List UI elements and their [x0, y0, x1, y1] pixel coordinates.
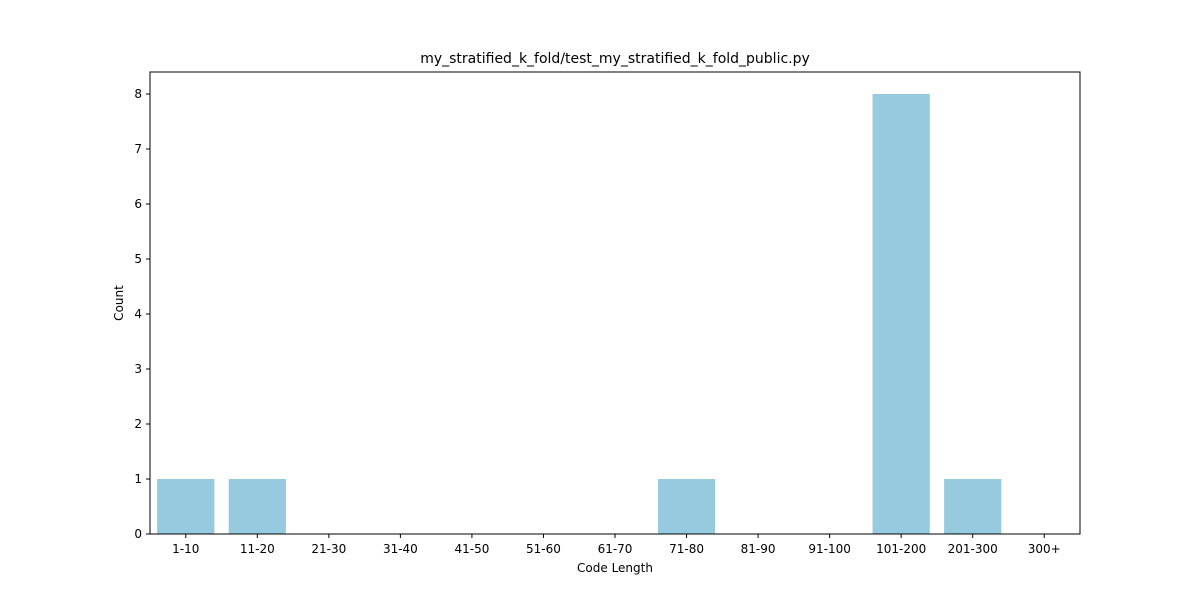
- x-tick-label: 101-200: [876, 542, 926, 556]
- y-tick-label: 5: [134, 252, 142, 266]
- bar-1-10: [157, 479, 215, 534]
- bar-101-200: [872, 94, 930, 534]
- y-tick-label: 2: [134, 417, 142, 431]
- bars-group: [157, 94, 1002, 534]
- x-axis-label: Code Length: [577, 561, 653, 575]
- bar-201-300: [944, 479, 1002, 534]
- x-tick-label: 31-40: [383, 542, 418, 556]
- bar-71-80: [657, 479, 716, 534]
- y-axis: 0 1 2 3 4 5 6 7 8: [134, 87, 150, 541]
- y-tick-label: 3: [134, 362, 142, 376]
- x-tick-label: 51-60: [526, 542, 561, 556]
- x-tick-label: 61-70: [598, 542, 633, 556]
- y-tick-label: 6: [134, 197, 142, 211]
- x-tick-label: 300+: [1028, 542, 1061, 556]
- chart-title: my_stratified_k_fold/test_my_stratified_…: [420, 51, 810, 67]
- x-tick-label: 1-10: [172, 542, 199, 556]
- y-tick-label: 0: [134, 527, 142, 541]
- y-tick-label: 7: [134, 142, 142, 156]
- y-axis-label: Count: [112, 285, 126, 321]
- x-tick-label: 11-20: [240, 542, 275, 556]
- x-tick-label: 41-50: [454, 542, 489, 556]
- plot-frame: [149, 71, 1081, 535]
- bar-11-20: [228, 479, 286, 534]
- x-axis: 1-10 11-20 21-30 31-40 41-50 51-60 61-70 71-80 8…: [172, 534, 1061, 556]
- x-tick-label: 71-80: [669, 542, 704, 556]
- x-tick-label: 21-30: [311, 542, 346, 556]
- x-tick-label: 81-90: [741, 542, 776, 556]
- y-tick-label: 8: [134, 87, 142, 101]
- y-tick-label: 1: [134, 472, 142, 486]
- x-tick-label: 201-300: [948, 542, 998, 556]
- y-tick-label: 4: [134, 307, 142, 321]
- x-tick-label: 91-100: [808, 542, 851, 556]
